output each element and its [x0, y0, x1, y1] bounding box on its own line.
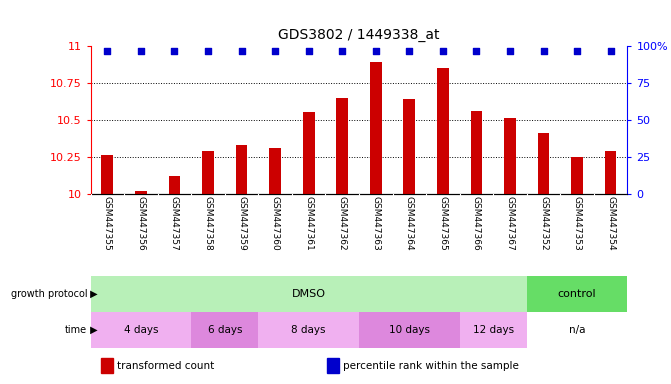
Text: GSM447366: GSM447366: [472, 196, 481, 251]
Text: ▶: ▶: [87, 289, 98, 299]
Text: GSM447356: GSM447356: [136, 196, 146, 251]
Bar: [191, 312, 258, 348]
Bar: [101, 359, 113, 373]
Point: [102, 48, 113, 54]
Bar: [470, 111, 482, 194]
Text: 4 days: 4 days: [123, 324, 158, 335]
Point: [337, 48, 348, 54]
Point: [169, 48, 180, 54]
Text: control: control: [558, 289, 597, 299]
Text: GSM447362: GSM447362: [338, 196, 347, 251]
Point: [303, 48, 314, 54]
Bar: [168, 176, 180, 194]
Text: growth protocol: growth protocol: [11, 289, 87, 299]
Bar: [527, 276, 627, 312]
Bar: [460, 312, 527, 348]
Bar: [91, 276, 527, 312]
Text: GSM447365: GSM447365: [438, 196, 448, 251]
Bar: [303, 113, 315, 194]
Bar: [370, 62, 382, 194]
Bar: [236, 145, 248, 194]
Text: n/a: n/a: [569, 324, 585, 335]
Text: 6 days: 6 days: [207, 324, 242, 335]
Point: [136, 48, 146, 54]
Point: [538, 48, 549, 54]
Bar: [537, 133, 550, 194]
Text: 10 days: 10 days: [389, 324, 430, 335]
Point: [471, 48, 482, 54]
Point: [437, 48, 448, 54]
Bar: [336, 98, 348, 194]
Bar: [269, 148, 281, 194]
Bar: [327, 359, 339, 373]
Text: GSM447367: GSM447367: [505, 196, 515, 251]
Text: GSM447354: GSM447354: [606, 196, 615, 251]
Text: GSM447355: GSM447355: [103, 196, 112, 251]
Bar: [359, 312, 460, 348]
Text: percentile rank within the sample: percentile rank within the sample: [343, 361, 519, 371]
Text: GSM447360: GSM447360: [270, 196, 280, 251]
Bar: [605, 151, 617, 194]
Point: [505, 48, 515, 54]
Text: GSM447363: GSM447363: [371, 196, 380, 251]
Text: 12 days: 12 days: [472, 324, 514, 335]
Point: [404, 48, 415, 54]
Bar: [437, 68, 449, 194]
Bar: [202, 151, 214, 194]
Text: transformed count: transformed count: [117, 361, 215, 371]
Text: DMSO: DMSO: [292, 289, 325, 299]
Bar: [91, 312, 191, 348]
Point: [203, 48, 213, 54]
Point: [236, 48, 247, 54]
Bar: [504, 118, 516, 194]
Text: GSM447352: GSM447352: [539, 196, 548, 251]
Text: GSM447359: GSM447359: [237, 196, 246, 251]
Bar: [258, 312, 359, 348]
Bar: [403, 99, 415, 194]
Text: GSM447361: GSM447361: [304, 196, 313, 251]
Text: GSM447357: GSM447357: [170, 196, 179, 251]
Bar: [527, 312, 627, 348]
Text: GSM447353: GSM447353: [572, 196, 582, 251]
Point: [370, 48, 381, 54]
Point: [572, 48, 582, 54]
Bar: [571, 157, 583, 194]
Text: GSM447364: GSM447364: [405, 196, 414, 251]
Title: GDS3802 / 1449338_at: GDS3802 / 1449338_at: [278, 28, 440, 42]
Text: ▶: ▶: [87, 324, 98, 335]
Bar: [135, 190, 147, 194]
Bar: [101, 155, 113, 194]
Point: [270, 48, 280, 54]
Text: 8 days: 8 days: [291, 324, 326, 335]
Text: GSM447358: GSM447358: [203, 196, 213, 251]
Text: time: time: [65, 324, 87, 335]
Point: [605, 48, 616, 54]
